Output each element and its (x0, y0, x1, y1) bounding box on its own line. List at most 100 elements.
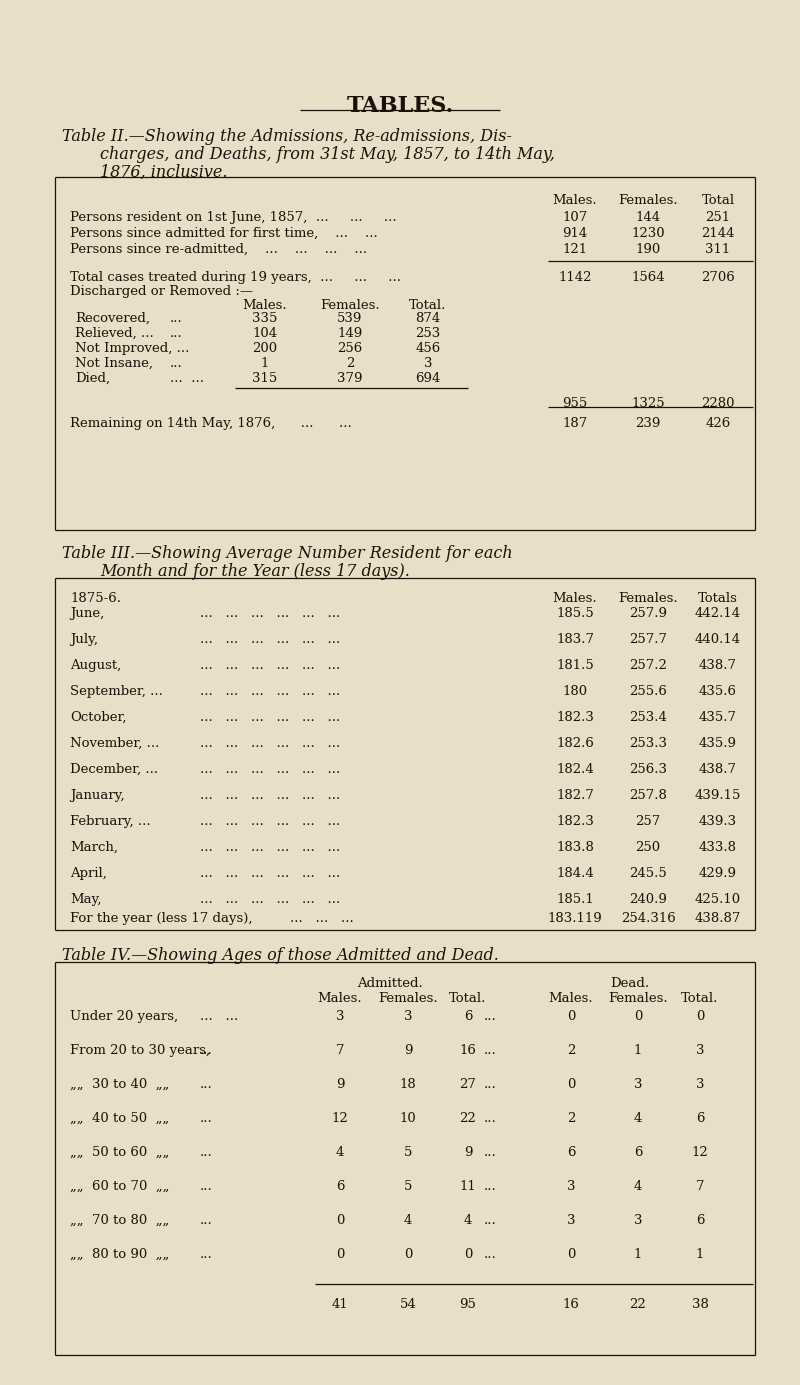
Text: 2706: 2706 (701, 271, 735, 284)
Text: 16: 16 (459, 1044, 477, 1057)
Text: 4: 4 (464, 1215, 472, 1227)
Text: 439.3: 439.3 (699, 814, 737, 828)
Text: 1: 1 (261, 357, 269, 370)
Text: 311: 311 (706, 242, 730, 256)
Text: 438.87: 438.87 (695, 911, 741, 925)
Text: 4: 4 (634, 1112, 642, 1125)
Text: ...: ... (484, 1078, 496, 1091)
Text: 4: 4 (404, 1215, 412, 1227)
Text: 3: 3 (634, 1078, 642, 1091)
Text: 257.9: 257.9 (629, 607, 667, 620)
Text: For the year (less 17 days),: For the year (less 17 days), (70, 911, 253, 925)
Text: Males.: Males. (553, 591, 598, 605)
Text: 95: 95 (459, 1298, 477, 1312)
Text: 0: 0 (336, 1248, 344, 1260)
Text: 180: 180 (562, 686, 587, 698)
Text: 3: 3 (424, 357, 432, 370)
Text: ...: ... (200, 1180, 213, 1192)
Text: ...: ... (484, 1044, 496, 1057)
Text: 694: 694 (415, 373, 441, 385)
Text: September, ...: September, ... (70, 686, 163, 698)
Text: 2280: 2280 (702, 397, 734, 410)
Text: 257.2: 257.2 (629, 659, 667, 672)
Text: April,: April, (70, 867, 107, 879)
Text: Relieved, ...: Relieved, ... (75, 327, 154, 339)
Text: 10: 10 (400, 1112, 416, 1125)
Text: 184.4: 184.4 (556, 867, 594, 879)
Text: 6: 6 (336, 1180, 344, 1192)
Text: 149: 149 (338, 327, 362, 339)
Text: „„  60 to 70  „„: „„ 60 to 70 „„ (70, 1180, 170, 1192)
Text: 256.3: 256.3 (629, 763, 667, 776)
Text: 439.15: 439.15 (695, 789, 741, 802)
Text: Table II.—Showing the Admissions, Re-admissions, Dis-: Table II.—Showing the Admissions, Re-adm… (62, 127, 512, 145)
Text: ...   ...   ...   ...   ...   ...: ... ... ... ... ... ... (200, 841, 340, 855)
Text: 250: 250 (635, 841, 661, 855)
Text: 256: 256 (338, 342, 362, 355)
Text: 426: 426 (706, 417, 730, 429)
Text: 433.8: 433.8 (699, 841, 737, 855)
Text: 5: 5 (404, 1180, 412, 1192)
Text: 144: 144 (635, 211, 661, 224)
Text: 955: 955 (562, 397, 588, 410)
Text: 12: 12 (692, 1145, 708, 1159)
Text: Females.: Females. (320, 299, 380, 312)
Text: 7: 7 (696, 1180, 704, 1192)
Text: ...   ...   ...   ...   ...   ...: ... ... ... ... ... ... (200, 607, 340, 620)
Text: 22: 22 (630, 1298, 646, 1312)
Text: Table III.—Showing Average Number Resident for each: Table III.—Showing Average Number Reside… (62, 546, 513, 562)
Text: 104: 104 (253, 327, 278, 339)
Text: 425.10: 425.10 (695, 893, 741, 906)
Text: 3: 3 (566, 1215, 575, 1227)
Text: 190: 190 (635, 242, 661, 256)
Text: 181.5: 181.5 (556, 659, 594, 672)
Text: 257: 257 (635, 814, 661, 828)
Text: Month and for the Year (less 17 days).: Month and for the Year (less 17 days). (100, 562, 410, 580)
Text: 183.8: 183.8 (556, 841, 594, 855)
Text: Persons resident on 1st June, 1857,  ...     ...     ...: Persons resident on 1st June, 1857, ... … (70, 211, 397, 224)
Text: ...   ...   ...   ...   ...   ...: ... ... ... ... ... ... (200, 893, 340, 906)
Text: Total.: Total. (450, 992, 486, 1006)
Text: Females.: Females. (618, 194, 678, 206)
Text: ...   ...   ...   ...   ...   ...: ... ... ... ... ... ... (200, 633, 340, 645)
Text: 1325: 1325 (631, 397, 665, 410)
Text: 1564: 1564 (631, 271, 665, 284)
Text: From 20 to 30 years,: From 20 to 30 years, (70, 1044, 210, 1057)
Text: March,: March, (70, 841, 118, 855)
Text: 6: 6 (634, 1145, 642, 1159)
Text: 183.119: 183.119 (548, 911, 602, 925)
Text: 9: 9 (404, 1044, 412, 1057)
Text: 456: 456 (415, 342, 441, 355)
Text: 435.7: 435.7 (699, 711, 737, 724)
Text: Persons since re-admitted,    ...    ...    ...    ...: Persons since re-admitted, ... ... ... .… (70, 242, 367, 256)
Text: December, ...: December, ... (70, 763, 158, 776)
Text: ...   ...   ...   ...   ...   ...: ... ... ... ... ... ... (200, 814, 340, 828)
Text: 0: 0 (336, 1215, 344, 1227)
Text: August,: August, (70, 659, 122, 672)
Text: 440.14: 440.14 (695, 633, 741, 645)
Text: 257.7: 257.7 (629, 633, 667, 645)
Text: 27: 27 (459, 1078, 477, 1091)
Text: Females.: Females. (378, 992, 438, 1006)
Text: November, ...: November, ... (70, 737, 159, 751)
Text: ...  ...: ... ... (170, 373, 204, 385)
Text: Under 20 years,: Under 20 years, (70, 1010, 178, 1024)
Text: Remaining on 14th May, 1876,      ...      ...: Remaining on 14th May, 1876, ... ... (70, 417, 352, 429)
Text: June,: June, (70, 607, 104, 620)
Text: ...: ... (200, 1215, 213, 1227)
Text: ...: ... (200, 1248, 213, 1260)
Text: 12: 12 (332, 1112, 348, 1125)
Text: 4: 4 (336, 1145, 344, 1159)
Text: ...: ... (200, 1145, 213, 1159)
Text: 0: 0 (567, 1010, 575, 1024)
Text: 0: 0 (634, 1010, 642, 1024)
Text: 0: 0 (404, 1248, 412, 1260)
Text: 253.4: 253.4 (629, 711, 667, 724)
Text: October,: October, (70, 711, 126, 724)
Text: Dead.: Dead. (610, 976, 650, 990)
Text: ...   ...: ... ... (200, 1010, 238, 1024)
Text: 539: 539 (338, 312, 362, 325)
Text: ...: ... (484, 1248, 496, 1260)
Text: 38: 38 (691, 1298, 709, 1312)
Text: 1: 1 (634, 1044, 642, 1057)
